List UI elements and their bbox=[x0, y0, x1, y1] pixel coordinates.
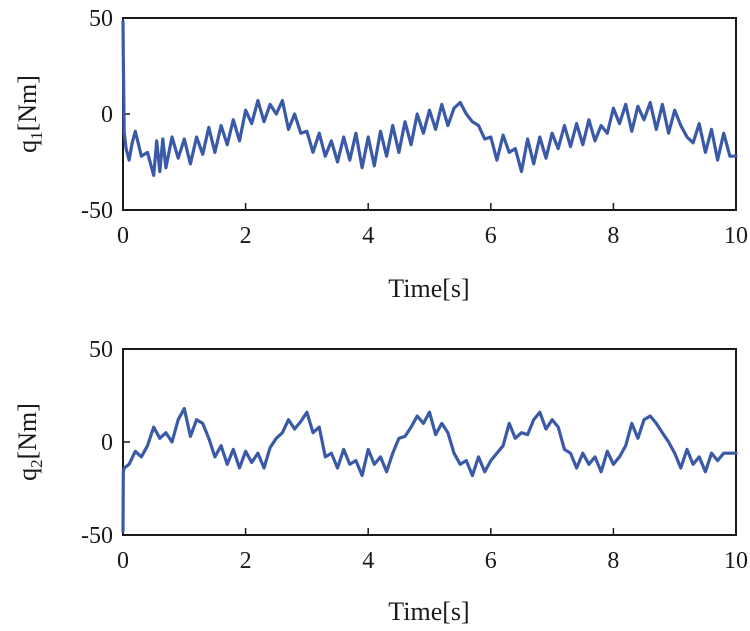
x-tick-label: 8 bbox=[607, 223, 619, 249]
x-tick-label: 6 bbox=[485, 548, 497, 574]
series-line-q2 bbox=[121, 406, 738, 533]
y-tick-label: 50 bbox=[89, 6, 113, 32]
y-ticks: -50 0 50 bbox=[81, 337, 130, 549]
x-axis-label: Time[s] bbox=[388, 597, 469, 626]
y-label-unit: [Nm] bbox=[13, 403, 42, 459]
x-tick-label: 0 bbox=[117, 548, 129, 574]
x-tick-label: 10 bbox=[724, 548, 748, 574]
y-axis-label: q1[Nm] bbox=[13, 75, 46, 153]
series-line-q1 bbox=[121, 20, 738, 177]
x-tick-label: 2 bbox=[240, 548, 252, 574]
y-label-unit: [Nm] bbox=[13, 75, 42, 131]
y-label-base: q bbox=[13, 140, 42, 153]
x-axis-label: Time[s] bbox=[388, 274, 469, 303]
y-ticks: -50 0 50 bbox=[81, 6, 130, 224]
x-tick-label: 4 bbox=[362, 223, 374, 249]
y-tick-label: -50 bbox=[81, 523, 113, 549]
x-ticks: 0 2 4 6 8 10 bbox=[117, 203, 748, 249]
x-tick-label: 2 bbox=[240, 223, 252, 249]
x-tick-label: 4 bbox=[362, 548, 374, 574]
y-axis-label: q2[Nm] bbox=[13, 403, 46, 481]
y-label-base: q bbox=[13, 468, 42, 481]
x-tick-label: 10 bbox=[724, 223, 748, 249]
y-tick-label: 0 bbox=[101, 102, 113, 128]
x-tick-label: 6 bbox=[485, 223, 497, 249]
x-ticks: 0 2 4 6 8 10 bbox=[117, 528, 748, 574]
x-tick-label: 8 bbox=[607, 548, 619, 574]
y-label-subscript: 2 bbox=[27, 459, 46, 468]
x-tick-label: 0 bbox=[117, 223, 129, 249]
y-tick-label: -50 bbox=[81, 198, 113, 224]
y-tick-label: 50 bbox=[89, 337, 113, 363]
y-tick-label: 0 bbox=[101, 430, 113, 456]
plot-frame bbox=[122, 348, 737, 536]
y-label-subscript: 1 bbox=[27, 131, 46, 140]
